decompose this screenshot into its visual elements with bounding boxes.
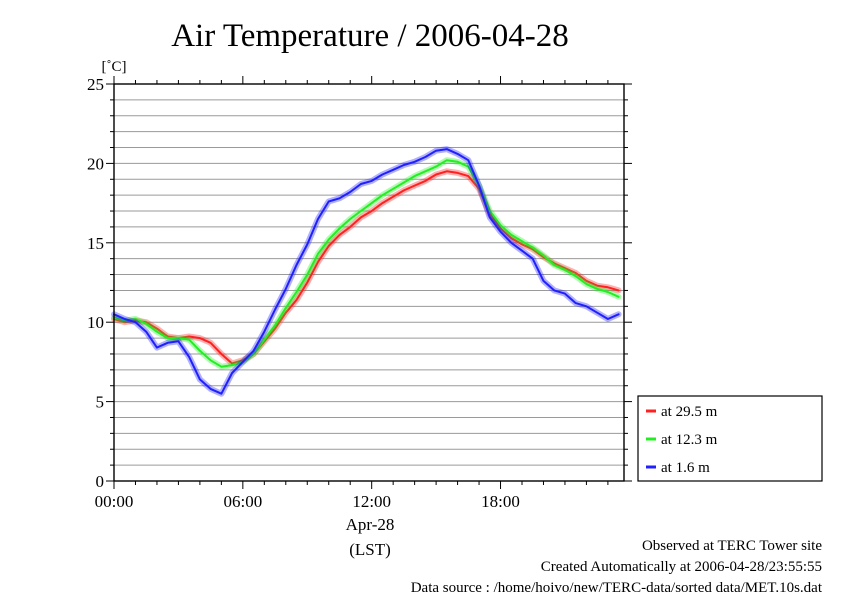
legend-label-3: at 1.6 m	[661, 460, 710, 476]
legend-label-1: at 29.5 m	[661, 404, 718, 420]
y-tick-label-10: 10	[87, 313, 104, 332]
series-1	[111, 168, 622, 367]
y-tick-label-5: 5	[96, 393, 105, 412]
legend-box	[637, 395, 823, 482]
x-tick-label-18:00: 18:00	[481, 492, 520, 511]
grid-lines	[114, 99, 624, 466]
series-halo-1	[111, 168, 622, 367]
legend-label-2: at 12.3 m	[661, 432, 718, 448]
x-tick-label-06:00: 06:00	[223, 492, 262, 511]
footer-site: Observed at TERC Tower site	[642, 538, 822, 554]
y-tick-label-15: 15	[87, 234, 104, 253]
y-tick-label-0: 0	[96, 472, 105, 491]
legend: at 29.5 m at 12.3 m at 1.6 m	[637, 395, 823, 482]
plot-frame	[113, 83, 625, 482]
x-tick-label-00:00: 00:00	[95, 492, 134, 511]
y-axis-tick-labels: 0 5 10 15 20 25	[87, 75, 104, 491]
axis-ticks	[106, 76, 632, 489]
x-axis-tick-labels: 00:00 06:00 12:00 18:00	[95, 492, 520, 511]
series-line-2	[113, 159, 620, 368]
footer-source: Data source : /home/hoivo/new/TERC-data/…	[411, 580, 823, 595]
x-axis-unit-label: (LST)	[349, 540, 391, 559]
x-axis-date-label: Apr-28	[346, 515, 395, 534]
series-lines	[111, 146, 622, 397]
series-2	[111, 157, 622, 370]
y-tick-label-25: 25	[87, 75, 104, 94]
footer-created: Created Automatically at 2006-04-28/23:5…	[541, 559, 822, 575]
series-line-3	[113, 148, 620, 395]
series-3	[111, 146, 622, 397]
y-tick-label-20: 20	[87, 154, 104, 173]
chart-title: Air Temperature / 2006-04-28	[171, 18, 569, 54]
y-axis-unit-label: [˚C]	[102, 59, 127, 75]
x-tick-label-12:00: 12:00	[352, 492, 391, 511]
series-line-1	[113, 170, 620, 365]
